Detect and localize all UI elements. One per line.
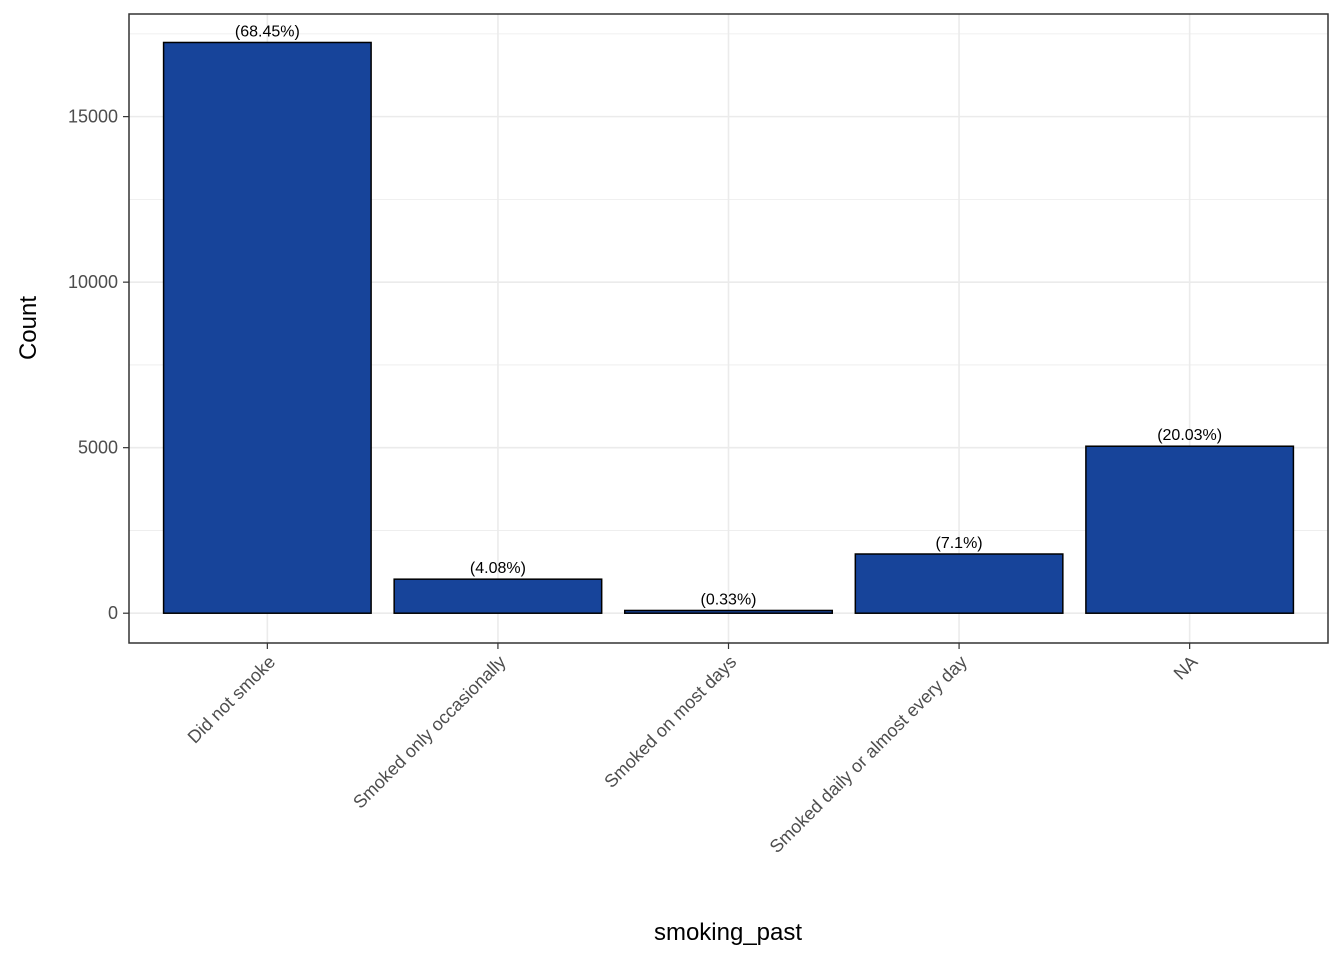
data-label: (0.33%) bbox=[700, 591, 756, 608]
data-labels: (68.45%) (4.08%) (0.33%) (7.1%) (20.03%) bbox=[235, 23, 1222, 608]
bar bbox=[1085, 445, 1295, 614]
data-label: (7.1%) bbox=[936, 535, 983, 552]
x-tick-label: Smoked on most days bbox=[600, 652, 740, 792]
bar bbox=[393, 578, 603, 614]
y-tick-label: 15000 bbox=[68, 107, 118, 127]
data-label: (68.45%) bbox=[235, 23, 300, 40]
bar bbox=[162, 41, 372, 614]
x-tick-label: Smoked only occasionally bbox=[349, 652, 510, 813]
bar bbox=[623, 609, 834, 614]
bars bbox=[162, 41, 1295, 614]
x-axis-title: smoking_past bbox=[654, 919, 802, 946]
y-tick-label: 10000 bbox=[68, 272, 118, 292]
y-tick-label: 5000 bbox=[78, 438, 118, 458]
data-label: (20.03%) bbox=[1157, 427, 1222, 444]
y-axis-title: Count bbox=[15, 296, 42, 360]
x-tick-label: NA bbox=[1170, 652, 1202, 684]
x-tick-label: Smoked daily or almost every day bbox=[766, 652, 971, 857]
y-tick-label: 0 bbox=[108, 603, 118, 623]
x-tick-label: Did not smoke bbox=[184, 652, 280, 748]
bar bbox=[854, 553, 1064, 614]
data-label: (4.08%) bbox=[470, 560, 526, 577]
